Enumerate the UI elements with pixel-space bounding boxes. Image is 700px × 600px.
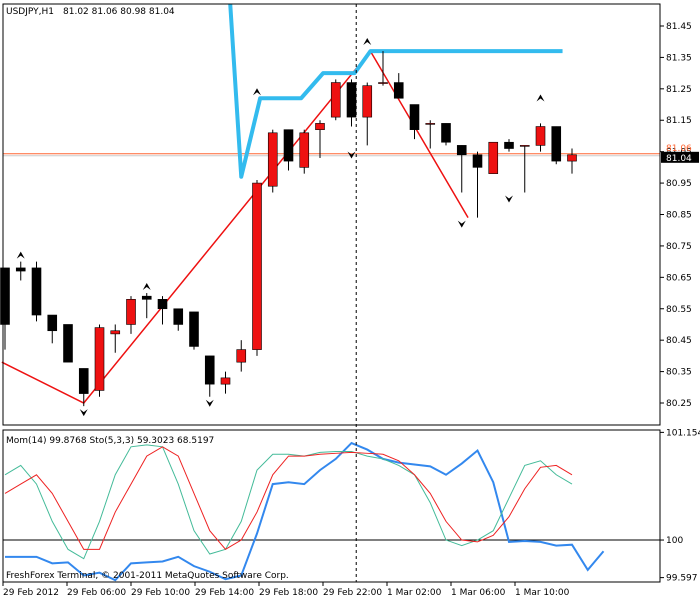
time-tick-label: 29 Feb 14:00	[195, 588, 254, 598]
indicator-tick-label: 100	[666, 536, 683, 546]
bear-candle	[551, 126, 562, 162]
bear-candle	[504, 141, 514, 149]
price-pane	[0, 3, 660, 417]
axes: 81.4581.3581.2581.1581.0580.9580.8580.75…	[2, 3, 700, 598]
bear-candle	[157, 299, 168, 310]
bull-candle	[535, 126, 546, 146]
bull-candle	[94, 327, 105, 391]
bear-candle	[15, 267, 26, 272]
bear-candle	[204, 355, 215, 385]
indicator-pane	[3, 441, 660, 582]
trend-line	[228, 3, 563, 179]
indicator-series-line	[5, 441, 605, 582]
price-tick-label: 81.45	[666, 22, 692, 32]
bull-candle	[315, 123, 325, 130]
bear-candle	[189, 311, 199, 347]
fractal-down-arrow	[347, 151, 356, 159]
bull-candle	[126, 299, 136, 325]
fractal-up-arrow	[253, 88, 261, 96]
bull-candle	[378, 82, 388, 84]
fractal-down-arrow	[505, 195, 513, 203]
price-tick-label: 81.35	[666, 53, 692, 63]
price-tick-label: 80.45	[666, 336, 692, 346]
bull-candle	[519, 145, 530, 147]
bear-candle	[472, 154, 483, 168]
ask-price-label: 81.06	[666, 144, 692, 154]
fractal-down-arrow	[205, 399, 214, 407]
bear-candle	[47, 314, 58, 332]
bear-candle	[173, 308, 184, 325]
bear-candle	[456, 145, 467, 156]
price-tick-label: 80.55	[666, 305, 692, 315]
bear-candle	[346, 82, 357, 118]
price-tick-label: 81.25	[666, 85, 692, 95]
time-tick-label: 29 Feb 22:00	[323, 588, 382, 598]
time-tick-label: 29 Feb 2012	[3, 588, 59, 598]
time-tick-label: 29 Feb 18:00	[259, 588, 318, 598]
bear-candle	[283, 129, 294, 162]
bull-candle	[236, 349, 247, 363]
fractal-down-arrow	[457, 220, 466, 228]
fractal-down-arrow	[79, 409, 88, 417]
current-price-label: 81.04	[666, 154, 692, 164]
indicator-tick-label: 101.1545	[666, 428, 700, 438]
bear-candle	[0, 267, 10, 325]
bull-candle	[488, 141, 499, 174]
ohlc-header: 81.02 81.06 80.98 81.04	[63, 7, 175, 17]
bull-candle	[252, 182, 262, 350]
indicator-header: Mom(14) 99.8768 Sto(5,3,3) 59.3023 68.51…	[6, 436, 214, 446]
bear-candle	[31, 267, 42, 316]
price-tick-label: 80.75	[666, 242, 692, 252]
bull-candle	[110, 330, 121, 335]
bull-candle	[299, 132, 310, 168]
bear-candle	[393, 82, 404, 99]
fractal-up-arrow	[16, 251, 25, 259]
bull-candle	[330, 82, 341, 118]
bear-candle	[409, 104, 420, 130]
symbol-header: USDJPY,H1	[6, 7, 54, 17]
price-tick-label: 81.15	[666, 116, 692, 126]
price-tick-label: 80.65	[666, 273, 692, 283]
fractal-up-arrow	[142, 283, 151, 291]
bear-candle	[141, 295, 152, 300]
time-tick-label: 29 Feb 10:00	[131, 588, 190, 598]
indicator-tick-label: 99.597	[666, 574, 698, 584]
bear-candle	[441, 123, 451, 143]
indicator-pane-frame	[2, 429, 661, 583]
price-tick-label: 80.35	[666, 368, 692, 378]
time-tick-label: 1 Mar 06:00	[451, 588, 506, 598]
current-price-box	[661, 151, 699, 163]
fractal-up-arrow	[536, 94, 545, 102]
bear-candle	[78, 368, 89, 394]
bull-candle	[567, 154, 577, 162]
fractal-up-arrow	[363, 37, 372, 45]
price-tick-label: 80.25	[666, 399, 692, 409]
zigzag-line	[1, 49, 469, 404]
time-tick-label: 1 Mar 10:00	[515, 588, 570, 598]
time-tick-label: 29 Feb 06:00	[67, 588, 126, 598]
bull-candle	[220, 377, 231, 385]
bull-candle	[267, 132, 278, 187]
bull-candle	[425, 123, 436, 125]
indicator-series-line	[4, 444, 573, 560]
price-tick-label: 80.95	[666, 179, 692, 189]
footer-copyright: FreshForex Terminal, © 2001-2011 MetaQuo…	[6, 571, 289, 581]
price-tick-label: 80.85	[666, 211, 692, 221]
indicator-series-line	[4, 446, 573, 551]
time-tick-label: 1 Mar 02:00	[387, 588, 442, 598]
bull-candle	[362, 85, 373, 118]
bear-candle	[63, 324, 73, 363]
